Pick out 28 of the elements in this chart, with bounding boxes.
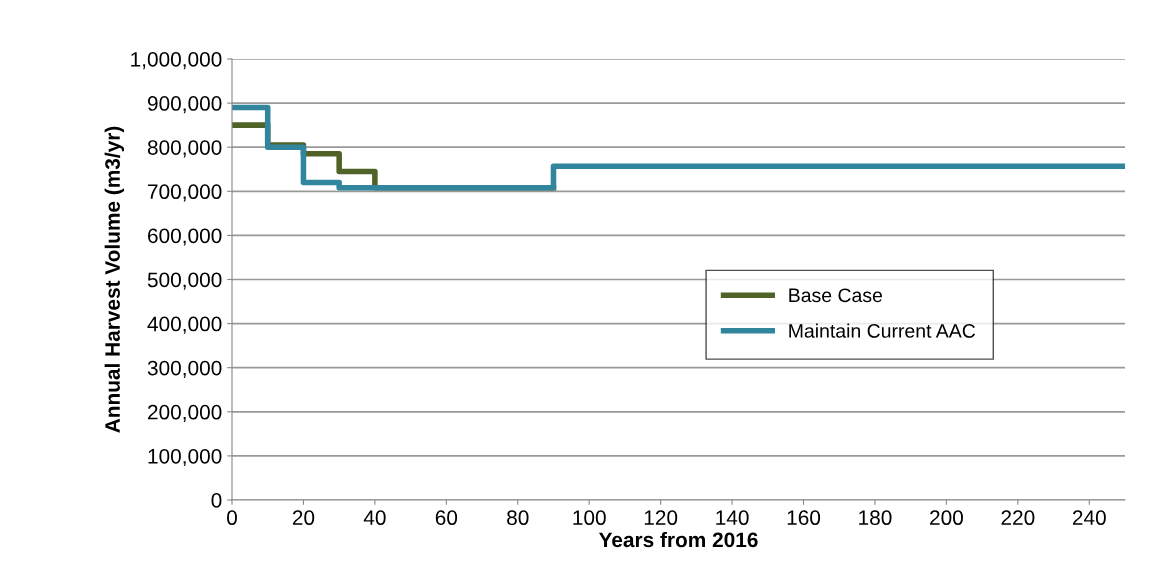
legend-label: Base Case	[789, 288, 882, 303]
y-tick-label: 700,000	[148, 184, 222, 202]
x-tick-label: 60	[435, 510, 458, 526]
x-tick-label: 0	[227, 510, 237, 526]
x-tick-label: 240	[1072, 510, 1106, 526]
y-tick-label: 100,000	[148, 448, 222, 467]
x-tick-label: 20	[292, 510, 315, 526]
x-tick-label: 200	[930, 510, 963, 526]
legend-label: Maintain Current AAC	[789, 323, 976, 338]
y-axis-title: Annual Harvest Volume (m3/yr)	[104, 126, 125, 433]
x-tick-label: 120	[644, 510, 678, 526]
x-axis-title: Years from 2016	[598, 531, 758, 548]
x-tick-label: 100	[573, 510, 606, 526]
x-tick-label: 180	[859, 510, 892, 526]
y-tick-label: 1,000,000	[131, 52, 222, 70]
y-tick-label: 0	[211, 493, 222, 508]
y-tick-label: 300,000	[147, 360, 222, 378]
x-tick-label: 220	[1001, 510, 1035, 526]
y-tick-label: 800,000	[147, 140, 222, 158]
y-tick-label: 500,000	[147, 272, 222, 290]
y-tick-label: 200,000	[148, 404, 222, 423]
x-tick-label: 140	[716, 510, 749, 526]
x-tick-label: 160	[787, 510, 821, 526]
x-tick-label: 40	[363, 510, 386, 526]
y-tick-label: 900,000	[147, 96, 222, 114]
y-tick-label: 400,000	[147, 316, 222, 334]
y-tick-label: 600,000	[148, 228, 222, 246]
x-tick-label: 80	[507, 510, 529, 526]
